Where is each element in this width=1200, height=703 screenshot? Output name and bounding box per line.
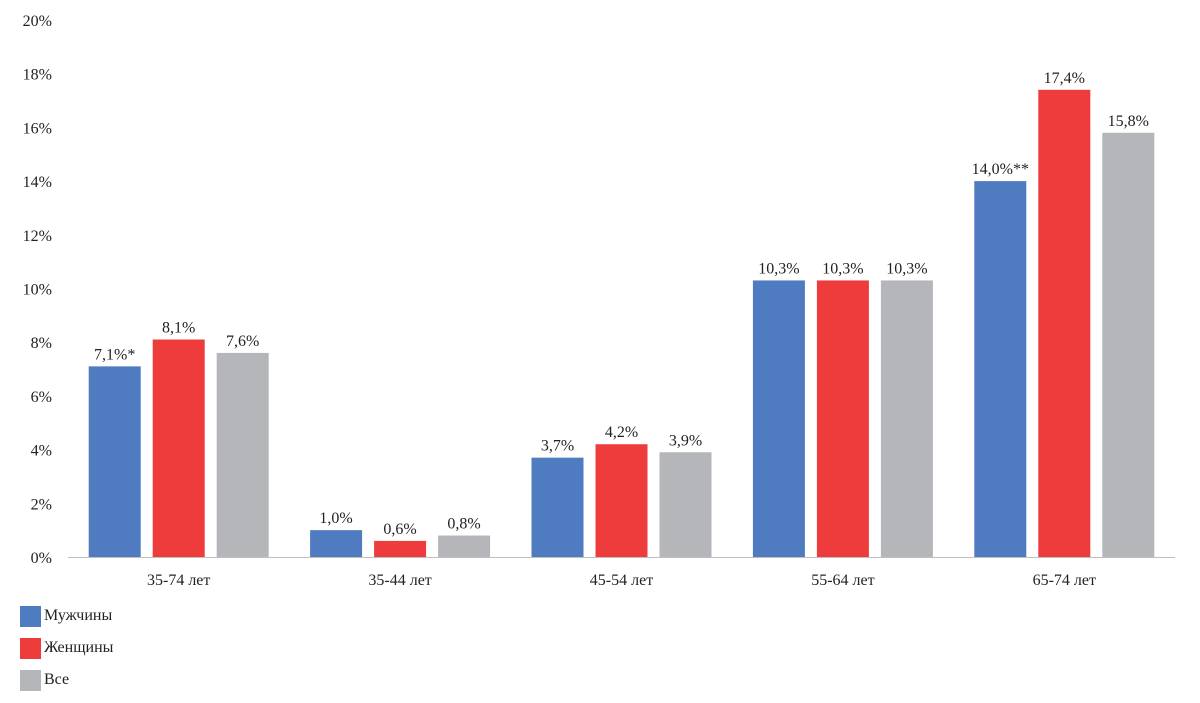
y-tick-label: 8% [31, 335, 52, 352]
data-label: 4,2% [605, 424, 638, 441]
data-label: 17,4% [1044, 70, 1085, 87]
legend: Мужчины Женщины Все [20, 600, 113, 696]
data-label: 0,6% [383, 521, 416, 538]
bar [374, 540, 427, 557]
data-label: 10,3% [758, 260, 799, 277]
legend-label-all: Все [44, 671, 70, 688]
bar [152, 339, 205, 557]
y-tick-label: 14% [23, 174, 52, 191]
bar [438, 535, 491, 557]
y-tick-label: 20% [23, 13, 52, 30]
x-tick-label: 35-74 лет [147, 572, 210, 589]
bar [531, 457, 584, 557]
bar [1102, 132, 1155, 557]
bar [595, 444, 648, 557]
bar [1038, 89, 1091, 557]
y-tick-label: 12% [23, 228, 52, 245]
data-label: 3,7% [541, 438, 574, 455]
bar [659, 452, 712, 557]
x-tick-label: 65-74 лет [1033, 572, 1096, 589]
y-tick-label: 4% [31, 443, 52, 460]
x-tick-label: 35-44 лет [368, 572, 431, 589]
legend-item-all: Все [20, 664, 113, 696]
x-tick-label: 55-64 лет [811, 572, 874, 589]
data-label: 10,3% [886, 260, 927, 277]
x-tick-label: 45-54 лет [590, 572, 653, 589]
data-label: 3,9% [669, 432, 702, 449]
y-tick-label: 18% [23, 67, 52, 84]
bar [752, 280, 805, 557]
data-label: 1,0% [319, 510, 352, 527]
y-tick-label: 6% [31, 389, 52, 406]
bar [816, 280, 869, 557]
data-label: 15,8% [1108, 113, 1149, 130]
legend-swatch-men [20, 605, 41, 627]
bar [88, 366, 141, 557]
bar [310, 530, 363, 557]
bar [216, 352, 269, 557]
bar [880, 280, 933, 557]
y-tick-label: 16% [23, 120, 52, 137]
y-tick-label: 2% [31, 496, 52, 513]
data-label: 8,1% [162, 320, 195, 337]
data-label: 0,8% [447, 516, 480, 533]
legend-swatch-all [20, 669, 41, 691]
data-label: 7,1%* [94, 346, 135, 363]
data-label: 14,0%** [972, 161, 1029, 178]
y-tick-label: 0% [31, 550, 52, 567]
legend-label-women: Женщины [44, 639, 114, 656]
legend-item-women: Женщины [20, 632, 113, 664]
bar-chart: 0% 2% 4% 6% 8% 10% 12% 14% 16% 18% 20% 7,1%* 8,1% 7,6… [23, 13, 1175, 589]
legend-item-men: Мужчины [20, 600, 113, 632]
data-label: 10,3% [822, 260, 863, 277]
y-tick-label: 10% [23, 282, 52, 299]
legend-label-men: Мужчины [44, 607, 113, 624]
bar [974, 181, 1027, 557]
data-label: 7,6% [226, 333, 259, 350]
legend-swatch-women [20, 637, 41, 659]
